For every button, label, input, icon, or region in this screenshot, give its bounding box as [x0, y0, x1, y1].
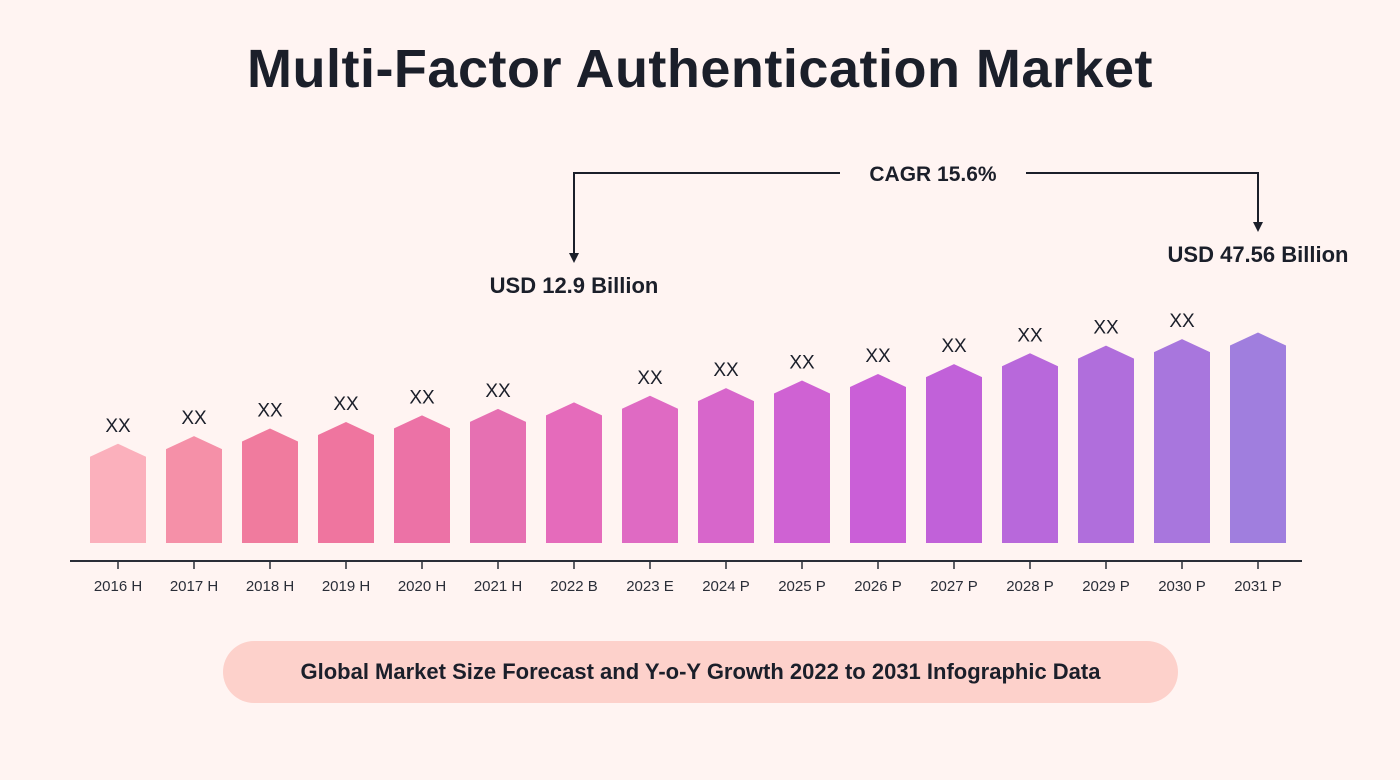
bar-2016-h — [90, 443, 146, 543]
bar-value-label: XX — [713, 360, 739, 381]
caption-text: Global Market Size Forecast and Y-o-Y Gr… — [300, 659, 1101, 684]
x-tick-label: 2024 P — [702, 578, 750, 595]
bar-2028-p — [1002, 353, 1058, 543]
x-tick-label: 2018 H — [246, 578, 294, 595]
bar-2025-p — [774, 380, 830, 543]
x-tick-label: 2030 P — [1158, 578, 1206, 595]
bar-2018-h — [242, 428, 298, 543]
end-value-callout: USD 47.56 Billion — [1168, 242, 1349, 267]
bar-value-label: XX — [485, 381, 511, 402]
bar-2029-p — [1078, 345, 1134, 543]
x-tick-label: 2031 P — [1234, 578, 1282, 595]
bar-chart: XX XX XX XX XX XX XX XX XX XX XX XX XX XX 2016 H 2017 … — [70, 163, 1349, 595]
annotations-group: CAGR 15.6% USD 12.9 Billion USD 47.56 Bi… — [490, 163, 1349, 298]
bar-value-label: XX — [865, 346, 891, 367]
cagr-right-bracket — [1026, 172, 1259, 222]
x-tick-label: 2028 P — [1006, 578, 1054, 595]
bar-2030-p — [1154, 339, 1210, 543]
x-tick-label: 2023 E — [626, 578, 674, 595]
bar-value-label: XX — [637, 368, 663, 389]
x-tick-label: 2021 H — [474, 578, 522, 595]
arrow-down-icon — [569, 253, 579, 263]
x-tick-label: 2019 H — [322, 578, 370, 595]
bar-value-label: XX — [333, 394, 359, 415]
x-tick-label: 2017 H — [170, 578, 218, 595]
bar-value-label: XX — [1093, 318, 1119, 339]
bar-2021-h — [470, 408, 526, 543]
bar-value-label: XX — [789, 353, 815, 374]
bar-2019-h — [318, 421, 374, 543]
x-tick-label: 2022 B — [550, 578, 598, 595]
x-tick-label: 2016 H — [94, 578, 142, 595]
bar-2023-e — [622, 395, 678, 543]
x-tick-label: 2026 P — [854, 578, 902, 595]
bar-value-label: XX — [105, 416, 131, 437]
x-tick-label: 2025 P — [778, 578, 826, 595]
bar-2026-p — [850, 373, 906, 543]
x-tick-label: 2029 P — [1082, 578, 1130, 595]
cagr-label: CAGR 15.6% — [869, 163, 997, 186]
bar-labels-group: XX XX XX XX XX XX XX XX XX XX XX XX XX XX — [105, 311, 1195, 437]
caption-pill: Global Market Size Forecast and Y-o-Y Gr… — [223, 641, 1178, 703]
bar-value-label: XX — [941, 336, 967, 357]
arrow-down-icon — [1253, 222, 1263, 232]
bar-2017-h — [166, 436, 222, 543]
bar-2020-h — [394, 415, 450, 543]
start-value-callout: USD 12.9 Billion — [490, 273, 659, 298]
bar-2031-p — [1230, 332, 1286, 543]
bar-value-label: XX — [1017, 325, 1043, 346]
x-tick-label: 2020 H — [398, 578, 446, 595]
x-tick-label: 2027 P — [930, 578, 978, 595]
bar-value-label: XX — [409, 387, 435, 408]
bar-value-label: XX — [181, 408, 207, 429]
cagr-left-bracket — [573, 172, 840, 253]
bar-value-label: XX — [1169, 311, 1195, 332]
bar-2022-b — [546, 402, 602, 543]
bar-2024-p — [698, 388, 754, 543]
bar-value-label: XX — [257, 401, 283, 422]
chart-title: Multi-Factor Authentication Market — [246, 39, 1154, 99]
x-ticks-group: 2016 H 2017 H 2018 H 2019 H 2020 H 2021 H 2022… — [94, 561, 1282, 595]
bars-group — [90, 332, 1286, 543]
bar-2027-p — [926, 364, 982, 543]
